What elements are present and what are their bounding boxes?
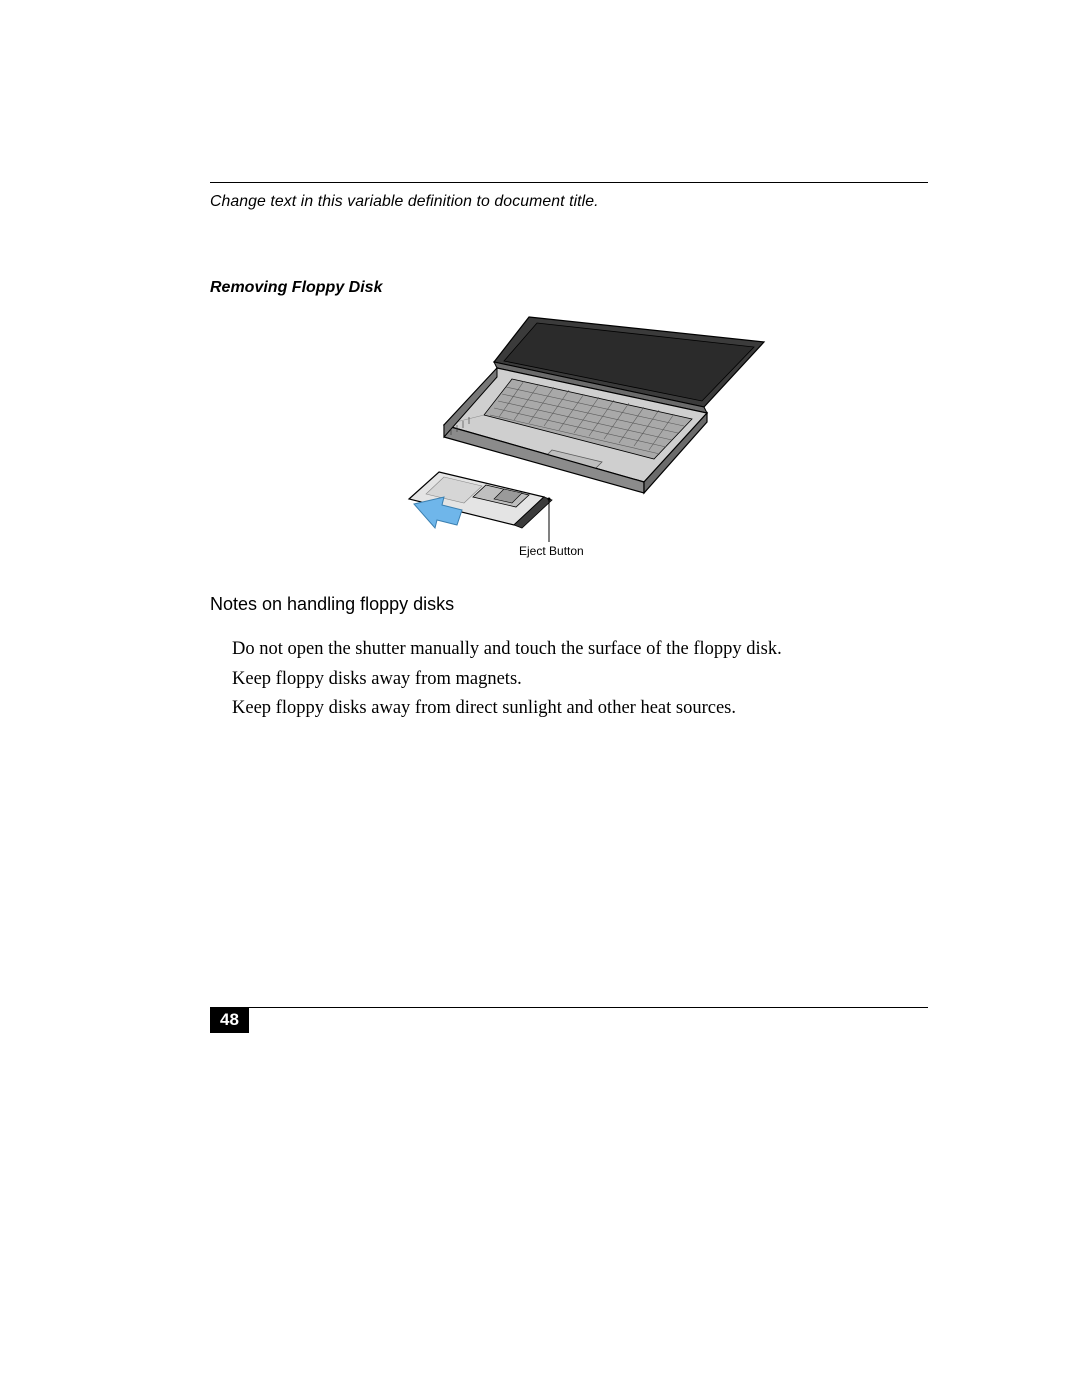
page-number: 48 [210,1007,249,1033]
eject-button-label: Eject Button [519,544,584,558]
running-header: Change text in this variable definition … [210,193,928,211]
notes-subheading: Notes on handling floppy disks [210,594,928,615]
top-rule [210,182,928,183]
laptop-floppy-illustration: Eject Button [354,307,784,572]
page-content: Change text in this variable definition … [210,182,928,724]
note-line: Keep floppy disks away from direct sunli… [232,694,928,724]
footer-rule [210,1007,928,1008]
notes-body: Do not open the shutter manually and tou… [232,635,928,724]
page-footer: 48 [210,1007,928,1033]
note-line: Keep floppy disks away from magnets. [232,665,928,695]
note-line: Do not open the shutter manually and tou… [232,635,928,665]
section-title: Removing Floppy Disk [210,279,928,297]
